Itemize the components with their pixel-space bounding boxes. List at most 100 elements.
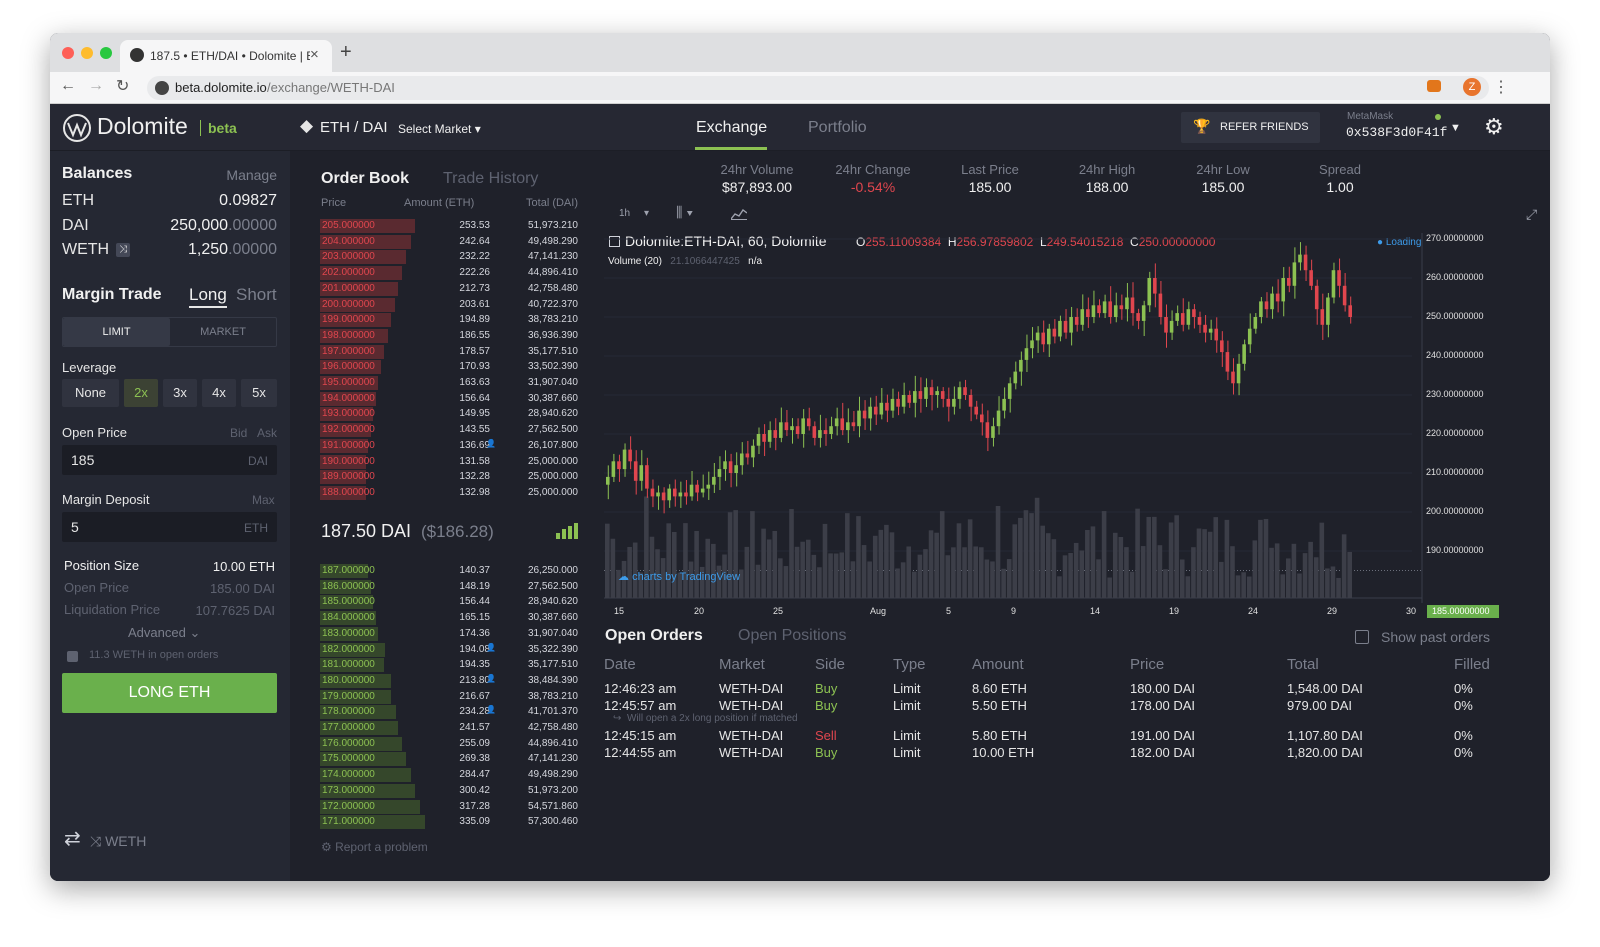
orderbook-row[interactable]: 180.000000 213.80 38,484.390 👤 (290, 673, 590, 689)
app-logo-text[interactable]: Dolomite (97, 113, 188, 139)
orderbook-row[interactable]: 190.000000 131.58 25,000.000 (290, 454, 590, 470)
browser-tab[interactable]: 187.5 • ETH/DAI • Dolomite | Ex × (120, 40, 332, 72)
select-market-dropdown[interactable]: Select Market ▾ (398, 122, 481, 136)
minimize-window-button[interactable] (81, 47, 93, 59)
advanced-toggle[interactable]: Advanced ⌄ (128, 625, 201, 640)
candle (790, 426, 794, 431)
show-past-orders-checkbox[interactable] (1355, 630, 1369, 644)
orderbook-row[interactable]: 204.000000 242.64 49,498.290 (290, 234, 590, 250)
orderbook-row[interactable]: 191.000000 136.69 26,107.800 👤 (290, 438, 590, 454)
candle-style-icon[interactable]: ⫼ ▾ (676, 204, 694, 220)
bid-link[interactable]: Bid (230, 426, 248, 440)
nav-portfolio[interactable]: Portfolio (808, 119, 867, 136)
url-bar[interactable]: beta.dolomite.io /exchange/WETH-DAI (147, 76, 1489, 100)
back-icon[interactable]: ← (60, 77, 76, 94)
nav-exchange[interactable]: Exchange (696, 119, 768, 136)
maximize-window-button[interactable] (100, 47, 112, 59)
orderbook-row[interactable]: 187.000000 140.37 26,250.000 (290, 563, 590, 579)
orderbook-row[interactable]: 171.000000 335.09 57,300.460 (290, 814, 590, 830)
price-chart[interactable] (604, 233, 1550, 633)
orderbook-row[interactable]: 173.000000 300.42 51,973.200 (290, 783, 590, 799)
tab-trade-history[interactable]: Trade History (443, 170, 539, 187)
orderbook-row[interactable]: 184.000000 165.15 30,387.660 (290, 610, 590, 626)
forward-icon[interactable]: → (88, 77, 104, 94)
open-price-value: 185 (71, 452, 95, 468)
tab-long[interactable]: Long (189, 285, 227, 308)
long-eth-button[interactable]: LONG ETH (62, 673, 277, 713)
orderbook-row[interactable]: 203.000000 232.22 47,141.230 (290, 249, 590, 265)
orderbook-row[interactable]: 186.000000 148.19 27,562.500 (290, 579, 590, 595)
legend-collapse-icon[interactable] (609, 236, 620, 247)
orderbook-row[interactable]: 205.000000 253.53 51,973.210 (290, 218, 590, 234)
x-tick-label: Aug (870, 606, 887, 616)
orderbook-row[interactable]: 174.000000 284.47 49,498.290 (290, 767, 590, 783)
wrap-weth-link[interactable]: ⤨ WETH (90, 833, 147, 849)
leverage-5x-button[interactable]: 5x (241, 379, 277, 407)
manage-link[interactable]: Manage (226, 167, 277, 183)
x-tick-label: 14 (1090, 606, 1101, 616)
orderbook-row[interactable]: 177.000000 241.57 42,758.480 (290, 720, 590, 736)
orderbook-row[interactable]: 194.000000 156.64 30,387.660 (290, 391, 590, 407)
tab-order-book[interactable]: Order Book (321, 170, 410, 187)
settings-gear-icon[interactable]: ⚙ (1484, 114, 1504, 139)
orderbook-row[interactable]: 201.000000 212.73 42,758.480 (290, 281, 590, 297)
interval-selector[interactable]: 1h ▾ (619, 208, 650, 219)
orderbook-row[interactable]: 196.000000 170.93 33,502.390 (290, 359, 590, 375)
orderbook-row[interactable]: 182.000000 194.08 35,322.390 👤 (290, 642, 590, 658)
fullscreen-icon[interactable]: ⤢ (1526, 206, 1538, 222)
order-row[interactable]: 12:45:57 am WETH-DAI Buy Limit 5.50 ETH 178.0… (604, 698, 1494, 715)
browser-menu-icon[interactable]: ⋮ (1493, 79, 1509, 96)
wrap-icon[interactable]: ⤨ (116, 243, 130, 257)
report-problem-link[interactable]: ⚙ Report a problem (321, 840, 428, 854)
orderbook-row[interactable]: 189.000000 132.28 25,000.000 (290, 469, 590, 485)
close-window-button[interactable] (62, 47, 74, 59)
swap-arrows-icon[interactable]: ⇄ (64, 828, 81, 850)
orderbook-row[interactable]: 188.000000 132.98 25,000.000 (290, 485, 590, 501)
orderbook-row[interactable]: 192.000000 143.55 27,562.500 (290, 422, 590, 438)
orderbook-row[interactable]: 176.000000 255.09 44,896.410 (290, 736, 590, 752)
metamask-extension-icon[interactable] (1427, 80, 1441, 92)
orderbook-row[interactable]: 185.000000 156.44 28,940.620 (290, 594, 590, 610)
leverage-2x-button[interactable]: 2x (124, 379, 158, 407)
orderbook-row[interactable]: 181.000000 194.35 35,177.510 (290, 657, 590, 673)
limit-button[interactable]: LIMIT (63, 318, 170, 346)
tab-short[interactable]: Short (236, 285, 277, 304)
orderbook-row[interactable]: 195.000000 163.63 31,907.040 (290, 375, 590, 391)
orderbook-row[interactable]: 172.000000 317.28 54,571.860 (290, 799, 590, 815)
ask-link[interactable]: Ask (257, 426, 278, 440)
orderbook-row[interactable]: 202.000000 222.26 44,896.410 (290, 265, 590, 281)
tab-open-positions[interactable]: Open Positions (738, 627, 847, 644)
orderbook-row[interactable]: 193.000000 149.95 28,940.620 (290, 406, 590, 422)
leverage-4x-button[interactable]: 4x (202, 379, 236, 407)
orderbook-row[interactable]: 178.000000 234.28 41,701.370 👤 (290, 704, 590, 720)
orderbook-row[interactable]: 197.000000 178.57 35,177.510 (290, 344, 590, 360)
candle (1125, 297, 1129, 310)
orderbook-row[interactable]: 175.000000 269.38 47,141.230 (290, 751, 590, 767)
new-tab-icon[interactable]: + (340, 41, 352, 63)
market-button[interactable]: MARKET (200, 326, 246, 338)
reload-icon[interactable]: ↻ (116, 78, 130, 95)
tab-open-orders[interactable]: Open Orders (605, 627, 703, 644)
wallet-dropdown-icon[interactable]: ▼ (1450, 122, 1461, 134)
close-tab-icon[interactable]: × (310, 46, 319, 63)
orderbook-amount: 131.58 (459, 455, 490, 467)
tradingview-watermark[interactable]: ☁ charts by TradingView (618, 571, 741, 583)
margin-deposit-input[interactable]: 5 ETH (62, 512, 277, 542)
indicators-icon[interactable] (730, 207, 748, 225)
orderbook-row[interactable]: 198.000000 186.55 36,936.390 (290, 328, 590, 344)
max-link[interactable]: Max (252, 493, 275, 507)
order-row[interactable]: 12:45:15 am WETH-DAI Sell Limit 5.80 ETH 191.… (604, 728, 1494, 745)
open-price-input[interactable]: 185 DAI (62, 445, 277, 475)
wallet-address[interactable]: 0x538F3d0F41f (1346, 125, 1448, 140)
leverage-none-button[interactable]: None (62, 379, 119, 407)
orderbook-price: 177.000000 (322, 722, 375, 733)
orderbook-row[interactable]: 179.000000 216.67 38,783.210 (290, 689, 590, 705)
orderbook-row[interactable]: 183.000000 174.36 31,907.040 (290, 626, 590, 642)
orderbook-row[interactable]: 199.000000 194.89 38,783.210 (290, 312, 590, 328)
order-row[interactable]: 12:46:23 am WETH-DAI Buy Limit 8.60 ETH 180.0… (604, 681, 1494, 698)
order-row[interactable]: 12:44:55 am WETH-DAI Buy Limit 10.00 ETH 182.… (604, 745, 1494, 762)
profile-avatar[interactable]: Z (1463, 78, 1481, 96)
refer-friends-button[interactable]: 🏆 REFER FRIENDS (1181, 112, 1320, 143)
orderbook-row[interactable]: 200.000000 203.61 40,722.370 (290, 297, 590, 313)
leverage-3x-button[interactable]: 3x (163, 379, 197, 407)
